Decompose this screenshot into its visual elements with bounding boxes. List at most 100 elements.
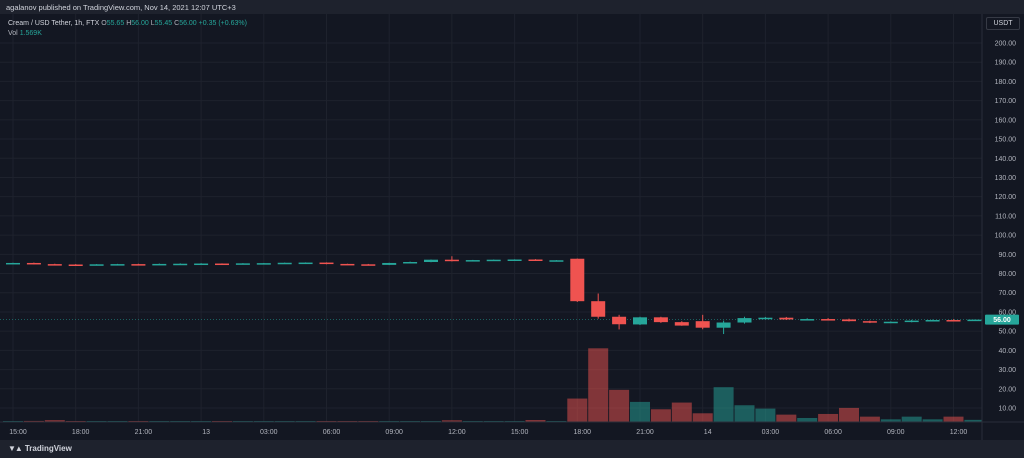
volume-bar xyxy=(859,416,880,422)
candle-body xyxy=(110,264,125,266)
time-tick-label: 21:00 xyxy=(636,429,654,436)
brand-label: TradingView xyxy=(24,444,72,453)
candle-body xyxy=(842,319,856,322)
last-price-badge xyxy=(985,314,1019,325)
time-tick-label: 13 xyxy=(202,429,210,436)
candle-body xyxy=(444,259,459,262)
volume-bar xyxy=(44,420,65,422)
candle-body xyxy=(277,262,292,265)
price-tick-label: 190.00 xyxy=(995,60,1017,67)
volume-bar xyxy=(692,413,713,422)
candle-body xyxy=(340,263,355,266)
volume-label: Vol xyxy=(8,30,18,37)
time-tick-label: 18:00 xyxy=(72,429,90,436)
volume-bar xyxy=(650,409,671,422)
footer-bar xyxy=(0,440,1024,458)
candle-body xyxy=(465,260,480,262)
candle-body xyxy=(967,319,982,322)
price-tick-label: 180.00 xyxy=(995,79,1017,86)
volume-bar xyxy=(943,416,964,422)
candle-body xyxy=(653,317,668,323)
time-tick-label: 15:00 xyxy=(9,429,27,436)
candle-body xyxy=(256,263,271,265)
candle-body xyxy=(883,321,898,324)
candle-body xyxy=(26,262,41,265)
price-tick-label: 130.00 xyxy=(995,175,1017,182)
price-tick-label: 160.00 xyxy=(995,117,1017,124)
time-tick-label: 09:00 xyxy=(385,429,403,436)
candle-body xyxy=(194,263,209,266)
candle-body xyxy=(68,264,83,266)
candle-body xyxy=(904,320,919,323)
volume-bar xyxy=(839,407,859,422)
price-tick-label: 70.00 xyxy=(998,290,1016,297)
currency-button[interactable]: USDT xyxy=(986,17,1020,30)
volume-bar xyxy=(901,416,922,422)
published-info: agalanov published on TradingView.com, N… xyxy=(6,3,236,12)
volume-bar xyxy=(630,401,650,422)
time-tick-label: 03:00 xyxy=(260,429,278,436)
time-tick-label: 14 xyxy=(704,429,712,436)
chart-legend: Cream / USD Tether, 1h, FTX O55.65 H56.0… xyxy=(8,19,247,39)
volume-bar xyxy=(671,402,692,422)
top-bar xyxy=(0,0,1024,14)
candle-body xyxy=(382,262,397,265)
tradingview-brand[interactable]: ▼▲ TradingView xyxy=(8,444,72,453)
candle-body xyxy=(152,263,167,266)
candle-body xyxy=(403,262,418,264)
time-tick-label: 21:00 xyxy=(135,429,153,436)
price-tick-label: 30.00 xyxy=(998,367,1016,374)
candle-body xyxy=(6,262,20,265)
candle-body xyxy=(800,319,815,321)
candle-body xyxy=(173,263,188,266)
tradingview-logo-icon: ▼▲ xyxy=(8,444,23,453)
volume-bar xyxy=(922,419,943,422)
volume-bar xyxy=(23,420,44,422)
price-tick-label: 110.00 xyxy=(995,213,1016,220)
open-value: 55.65 xyxy=(106,20,125,27)
time-tick-label: 12:00 xyxy=(950,429,968,436)
volume-bar xyxy=(964,419,985,422)
close-value: 56.00 xyxy=(179,20,197,27)
volume-bar xyxy=(818,413,839,422)
candle-body xyxy=(486,259,501,262)
volume-value: 1.569K xyxy=(19,30,42,37)
price-tick-label: 100.00 xyxy=(995,233,1017,240)
last-price-label: 56.00 xyxy=(993,317,1011,324)
candle-body xyxy=(89,264,104,266)
candle-body xyxy=(591,301,606,317)
high-label: H xyxy=(126,20,132,27)
volume-bar xyxy=(441,420,462,422)
candlestick-chart[interactable]: 10.00 20.00 30.00 40.00 50.00 60.00 70.00 80.00… xyxy=(0,14,1024,440)
time-tick-label: 09:00 xyxy=(887,429,905,436)
candle-body xyxy=(758,317,773,320)
price-tick-label: 90.00 xyxy=(998,252,1016,259)
high-value: 56.00 xyxy=(131,20,149,27)
candle-body xyxy=(946,320,961,322)
price-tick-label: 200.00 xyxy=(995,41,1017,48)
price-tick-label: 120.00 xyxy=(995,194,1017,201)
price-tick-label: 10.00 xyxy=(998,406,1016,413)
low-label: L xyxy=(150,20,155,27)
volume-bar xyxy=(713,387,734,422)
candle-body xyxy=(361,264,376,266)
price-tick-label: 150.00 xyxy=(995,137,1017,144)
volume-bar xyxy=(776,414,797,422)
volume-bar xyxy=(755,408,776,422)
candle-body xyxy=(695,321,710,328)
volume-bar xyxy=(880,419,901,422)
candle-body xyxy=(131,264,146,266)
time-tick-label: 03:00 xyxy=(762,429,780,436)
candle-body xyxy=(674,322,689,326)
open-label: O xyxy=(101,20,107,27)
symbol-title: Cream / USD Tether, 1h, FTX xyxy=(8,20,100,27)
low-value: 55.45 xyxy=(154,20,173,27)
price-tick-label: 140.00 xyxy=(995,156,1017,163)
candle-body xyxy=(779,317,794,320)
time-tick-label: 12:00 xyxy=(448,429,466,436)
price-tick-label: 60.00 xyxy=(998,309,1016,316)
candle-body xyxy=(47,264,62,266)
plot-background xyxy=(0,14,1024,440)
candle-body xyxy=(716,322,731,328)
volume-bar xyxy=(734,405,755,422)
